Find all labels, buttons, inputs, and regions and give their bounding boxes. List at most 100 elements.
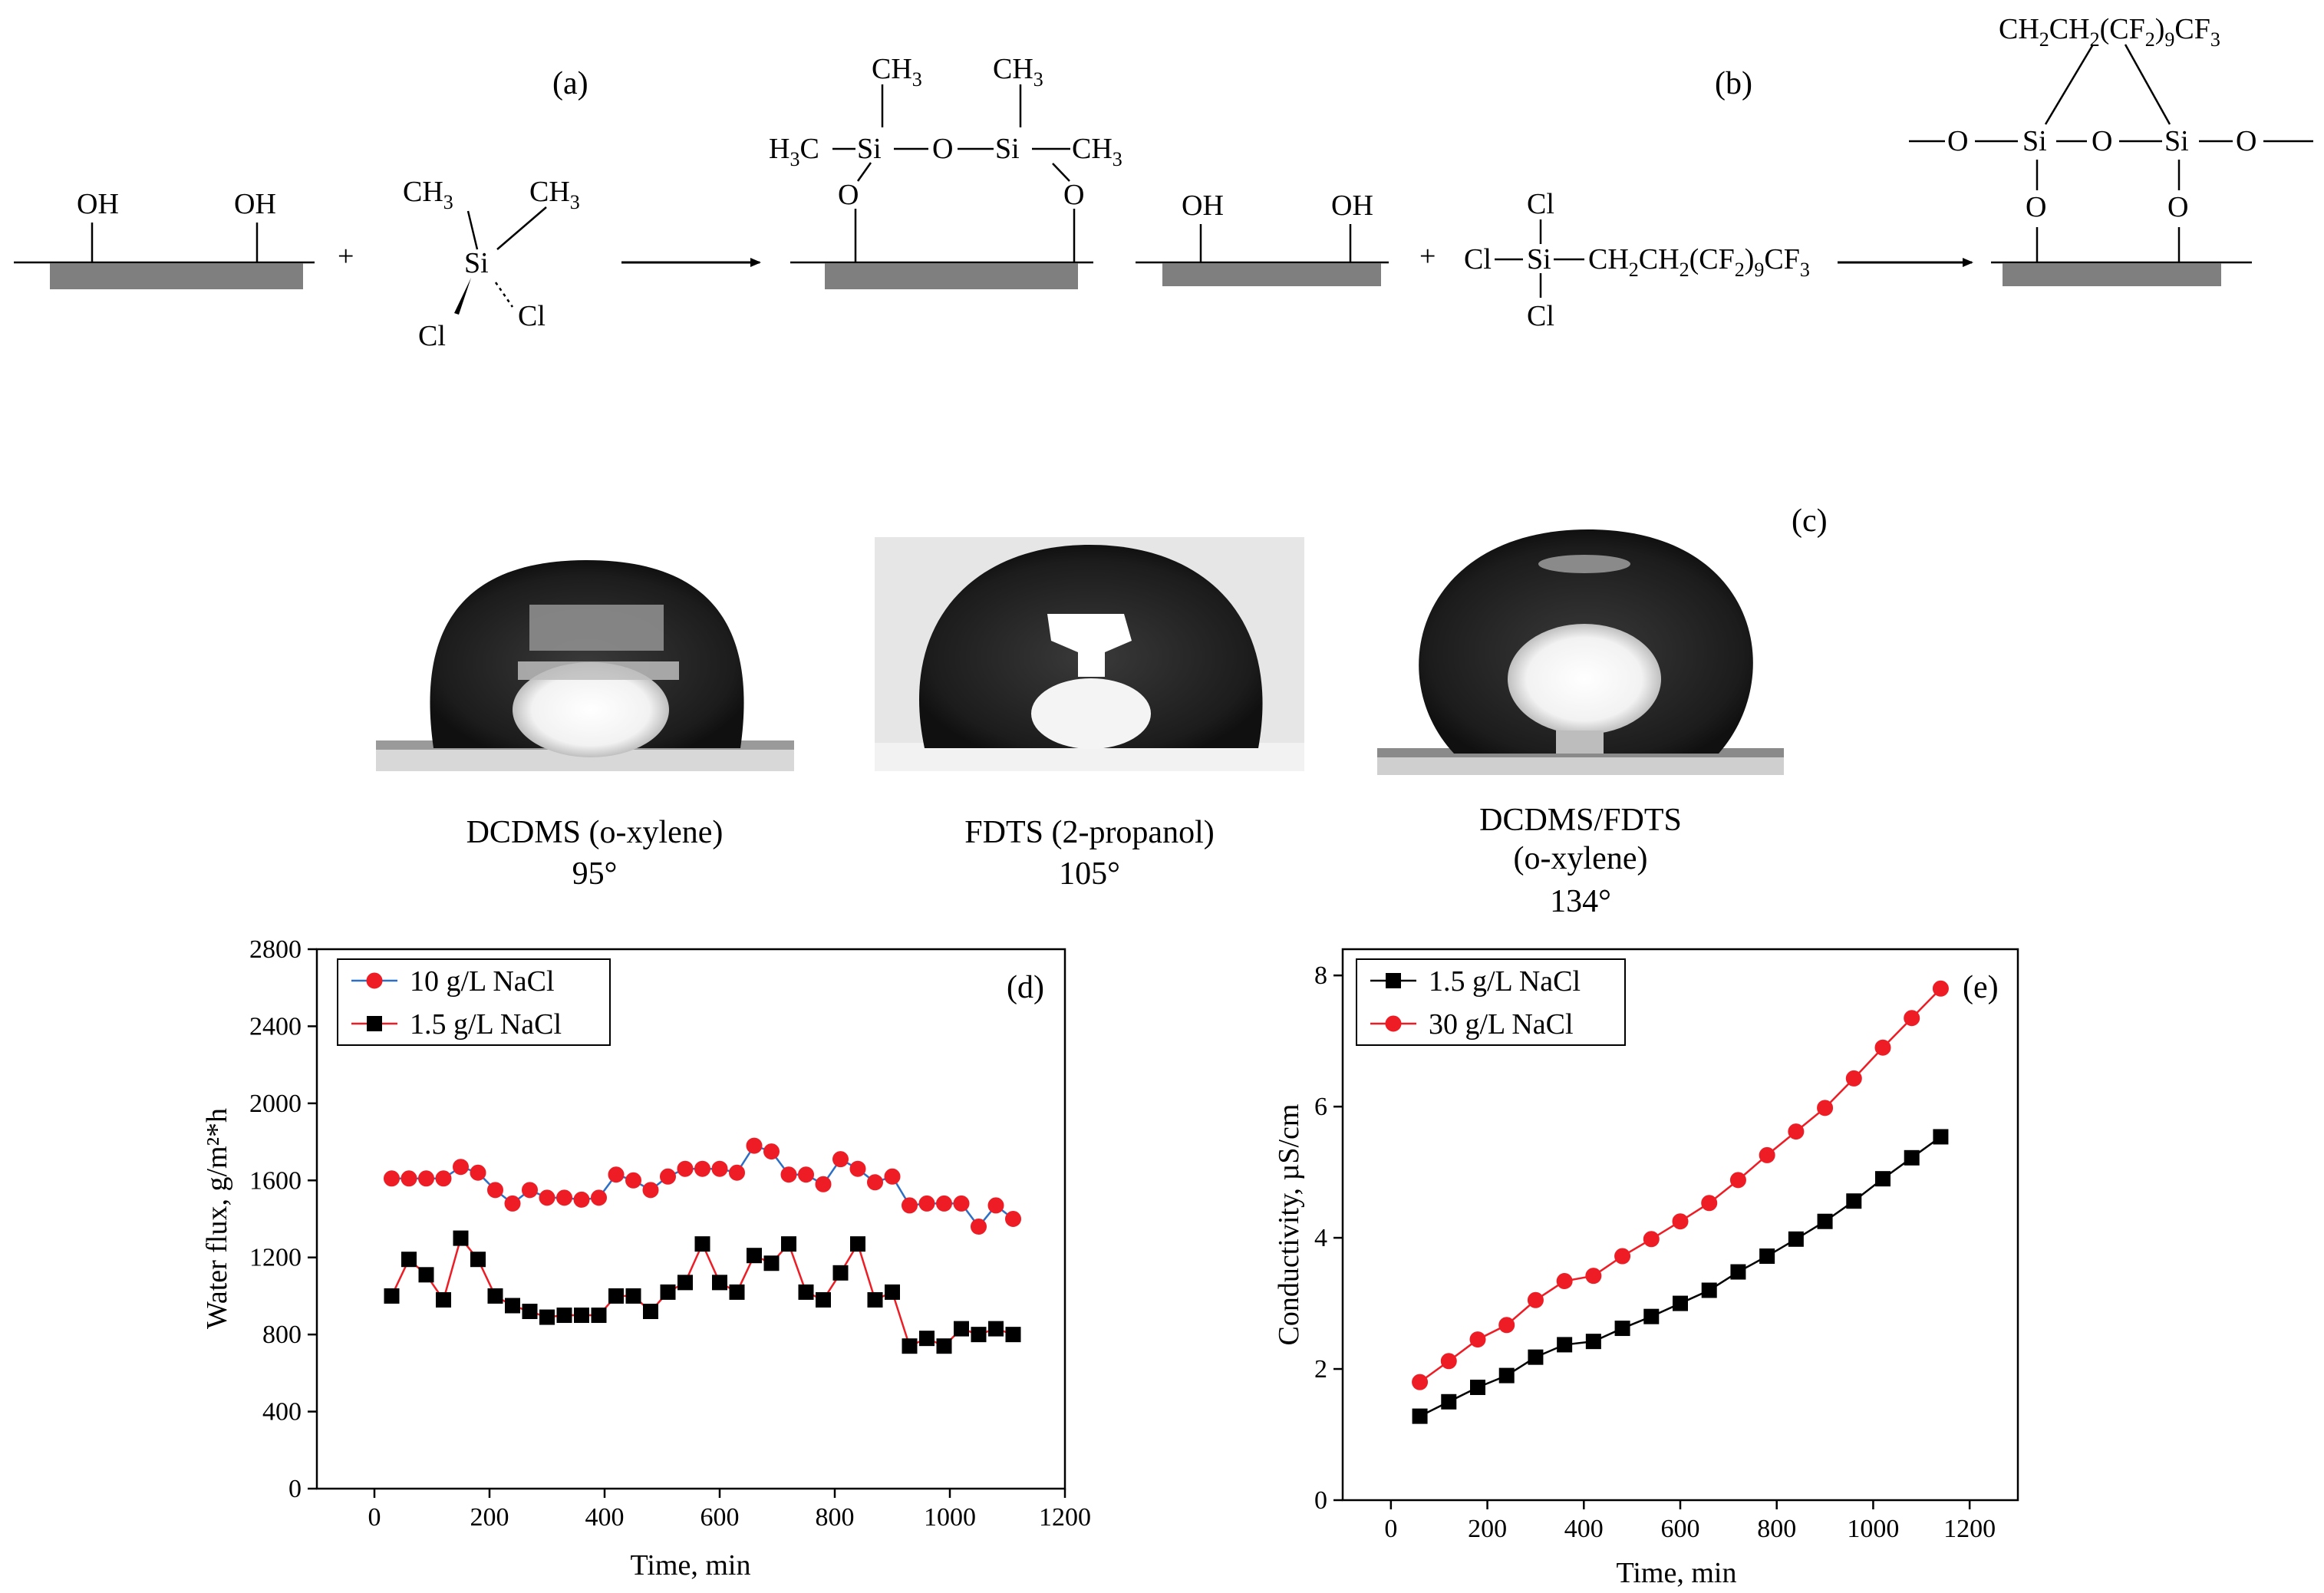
data-point [936,1195,952,1212]
x-tick-label: 200 [1468,1515,1507,1543]
svg-text:O: O [1947,125,1968,157]
hydroxyl-group: OH [77,188,119,220]
contact-angle: 105° [1059,856,1120,892]
legend-box [337,958,611,1046]
data-point [815,1176,832,1192]
data-point [1845,1070,1862,1087]
x-axis-title: Time, min [1617,1557,1737,1589]
legend-label: 1.5 g/L NaCl [1429,965,1581,998]
data-point [988,1321,1004,1337]
svg-text:O: O [2092,125,2112,157]
legend-label: 1.5 g/L NaCl [410,1008,562,1041]
data-point [816,1291,831,1308]
data-point [919,1331,935,1347]
data-point [591,1308,607,1324]
data-point [487,1182,503,1199]
data-point [763,1255,780,1271]
scheme-a: (a) OH OH + CH3 CH3 Si Cl Cl O [14,53,1122,352]
oxygen-atom: O [932,133,953,165]
data-point [660,1284,676,1300]
methyl-group: CH3 [403,176,453,213]
data-point [677,1275,693,1291]
fdts-product: O O Si Si O O O CH2CH2(CF2)9CF3 [1909,13,2313,286]
data-point [1585,1268,1602,1285]
droplet-caption: DCDMS (o-xylene) [466,815,724,850]
data-point [850,1236,865,1252]
data-point [625,1172,641,1189]
x-tick-label: 200 [470,1503,509,1532]
data-point [522,1182,538,1199]
data-point [1614,1321,1630,1337]
svg-text:Si: Si [2022,125,2047,157]
svg-text:O: O [2236,125,2256,157]
panel-c-droplets: (c) DCDMS (o-xylene) 95° FDTS (2-propano… [376,503,1828,919]
data-point [1759,1248,1775,1265]
legend-label: 30 g/L NaCl [1429,1008,1574,1041]
svg-text:O: O [2026,191,2046,223]
legend-swatch-marker [367,1016,382,1031]
data-point [694,1160,710,1177]
data-point [798,1166,814,1183]
oxygen-atom: O [838,179,859,211]
data-point [1412,1374,1429,1390]
data-point [1412,1408,1428,1424]
data-point [556,1308,572,1324]
data-point [971,1327,987,1343]
legend-box [1356,958,1626,1046]
droplet-image-dcdms [376,545,794,771]
data-point [504,1195,521,1212]
data-point [608,1288,624,1304]
data-point [436,1291,451,1308]
data-point [505,1298,520,1314]
data-point [1759,1146,1775,1163]
axis-ticks: 0 200 400 600 800 1000 1200 0 2 4 6 8 [1314,961,1996,1543]
data-point [1005,1327,1021,1343]
series-group [1412,980,1949,1424]
data-point [1904,1010,1920,1027]
droplet-caption: FDTS (2-propanol) [964,815,1214,850]
hydroxyl-group: OH [234,188,276,220]
data-point [643,1304,658,1320]
panel-label-e: (e) [1963,970,1999,1005]
x-tick-label: 1000 [924,1503,976,1532]
panel-label-b: (b) [1715,66,1752,101]
series-line [391,1144,1014,1229]
series-line [1419,1136,1942,1417]
data-point [867,1174,883,1191]
data-point [884,1168,901,1185]
data-point [1673,1295,1688,1311]
svg-text:CH3: CH3 [1072,133,1122,170]
data-point [677,1160,694,1177]
data-point [453,1230,469,1246]
data-point [832,1265,849,1281]
data-point [435,1170,452,1187]
svg-text:Cl: Cl [1464,243,1492,275]
svg-text:Si: Si [1527,243,1551,275]
data-point [1527,1291,1544,1308]
y-tick-label: 6 [1314,1093,1327,1121]
data-point [573,1191,590,1208]
data-point [1817,1100,1834,1116]
data-point [487,1288,503,1304]
plus-sign: + [1419,240,1436,272]
data-point [1557,1337,1573,1353]
panel-label-c: (c) [1792,503,1828,539]
data-point [1441,1393,1457,1410]
data-point [591,1189,607,1206]
series-line [1419,988,1942,1384]
data-point [712,1275,727,1291]
scheme-b: (b) OH OH + Cl Cl Si Cl CH2CH2(CF2)9CF3 … [1136,13,2313,332]
methyl-group: CH3 [529,176,580,213]
data-point [401,1252,417,1268]
data-point [1440,1353,1457,1370]
x-tick-label: 400 [585,1503,625,1532]
legend: 10 g/L NaCl 1.5 g/L NaCl [351,965,562,1041]
panel-label-a: (a) [552,66,588,101]
fdts-molecule: Cl Cl Si Cl CH2CH2(CF2)9CF3 [1464,188,1810,332]
droplet-caption: (o-xylene) [1514,841,1648,876]
x-tick-label: 1000 [1847,1515,1899,1543]
data-point [418,1170,434,1187]
data-point [1933,1129,1949,1145]
chlorine-atom: Cl [418,320,446,352]
